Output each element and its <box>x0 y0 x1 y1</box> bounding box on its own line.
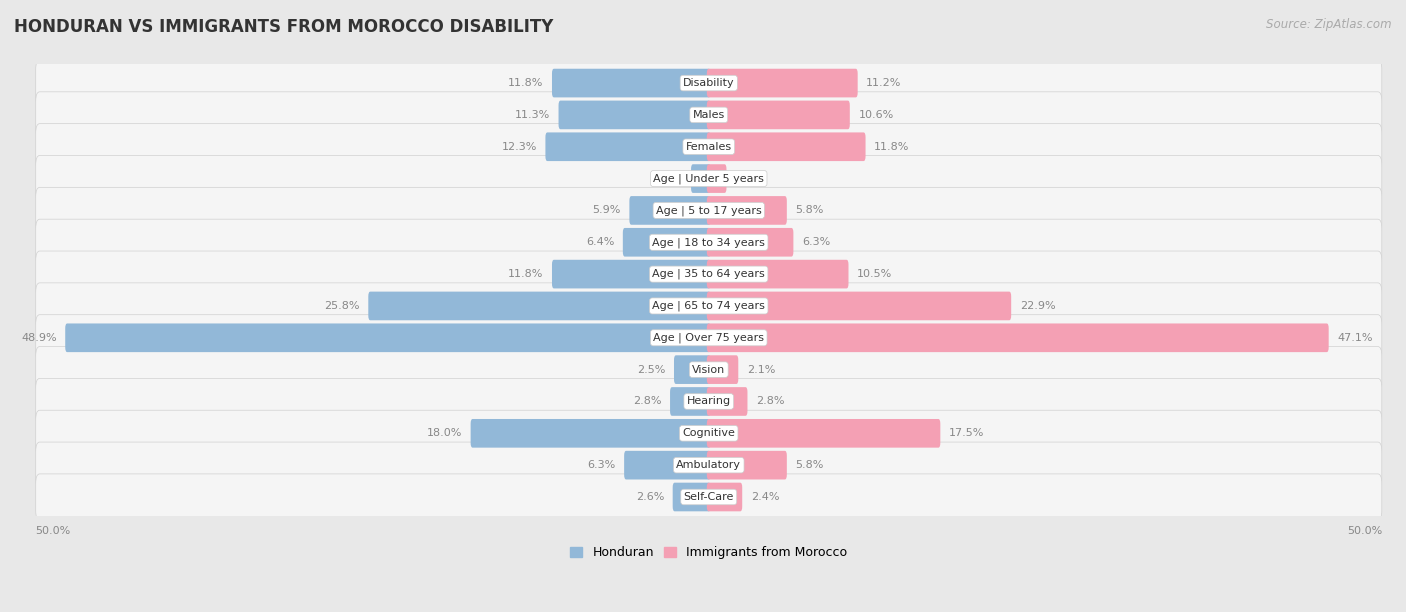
Text: 10.5%: 10.5% <box>858 269 893 279</box>
Text: Age | 35 to 64 years: Age | 35 to 64 years <box>652 269 765 279</box>
FancyBboxPatch shape <box>707 451 787 479</box>
FancyBboxPatch shape <box>553 69 710 97</box>
Text: 48.9%: 48.9% <box>21 333 56 343</box>
Text: 5.9%: 5.9% <box>592 206 621 215</box>
Text: 5.8%: 5.8% <box>796 460 824 470</box>
FancyBboxPatch shape <box>707 292 1011 320</box>
Text: Age | Under 5 years: Age | Under 5 years <box>654 173 765 184</box>
Text: Source: ZipAtlas.com: Source: ZipAtlas.com <box>1267 18 1392 31</box>
FancyBboxPatch shape <box>558 100 710 129</box>
FancyBboxPatch shape <box>35 315 1382 361</box>
FancyBboxPatch shape <box>35 124 1382 170</box>
Text: 11.8%: 11.8% <box>508 269 544 279</box>
FancyBboxPatch shape <box>707 324 1329 352</box>
FancyBboxPatch shape <box>692 164 710 193</box>
Text: Vision: Vision <box>692 365 725 375</box>
FancyBboxPatch shape <box>707 100 849 129</box>
Text: 2.8%: 2.8% <box>633 397 662 406</box>
FancyBboxPatch shape <box>672 483 710 511</box>
FancyBboxPatch shape <box>35 187 1382 234</box>
FancyBboxPatch shape <box>707 387 748 416</box>
Text: 2.8%: 2.8% <box>756 397 785 406</box>
Text: 11.3%: 11.3% <box>515 110 550 120</box>
FancyBboxPatch shape <box>671 387 710 416</box>
FancyBboxPatch shape <box>35 442 1382 488</box>
FancyBboxPatch shape <box>673 356 710 384</box>
Text: Age | 65 to 74 years: Age | 65 to 74 years <box>652 300 765 311</box>
FancyBboxPatch shape <box>35 60 1382 106</box>
FancyBboxPatch shape <box>35 346 1382 393</box>
Text: 11.8%: 11.8% <box>508 78 544 88</box>
FancyBboxPatch shape <box>707 164 727 193</box>
Text: 2.4%: 2.4% <box>751 492 779 502</box>
FancyBboxPatch shape <box>35 474 1382 520</box>
Text: HONDURAN VS IMMIGRANTS FROM MOROCCO DISABILITY: HONDURAN VS IMMIGRANTS FROM MOROCCO DISA… <box>14 18 554 36</box>
Text: 12.3%: 12.3% <box>502 142 537 152</box>
FancyBboxPatch shape <box>707 356 738 384</box>
Text: 6.3%: 6.3% <box>588 460 616 470</box>
FancyBboxPatch shape <box>707 196 787 225</box>
FancyBboxPatch shape <box>35 251 1382 297</box>
Text: 6.4%: 6.4% <box>586 237 614 247</box>
FancyBboxPatch shape <box>471 419 710 447</box>
FancyBboxPatch shape <box>623 228 710 256</box>
Text: Females: Females <box>686 142 733 152</box>
FancyBboxPatch shape <box>35 410 1382 457</box>
Text: 1.2%: 1.2% <box>654 174 682 184</box>
FancyBboxPatch shape <box>65 324 710 352</box>
Text: 22.9%: 22.9% <box>1019 301 1056 311</box>
FancyBboxPatch shape <box>707 419 941 447</box>
Text: 5.8%: 5.8% <box>796 206 824 215</box>
FancyBboxPatch shape <box>707 132 866 161</box>
FancyBboxPatch shape <box>624 451 710 479</box>
FancyBboxPatch shape <box>707 69 858 97</box>
FancyBboxPatch shape <box>35 92 1382 138</box>
FancyBboxPatch shape <box>630 196 710 225</box>
Text: Cognitive: Cognitive <box>682 428 735 438</box>
Text: Ambulatory: Ambulatory <box>676 460 741 470</box>
FancyBboxPatch shape <box>707 259 848 288</box>
Text: Age | 5 to 17 years: Age | 5 to 17 years <box>655 205 762 215</box>
Legend: Honduran, Immigrants from Morocco: Honduran, Immigrants from Morocco <box>565 541 852 564</box>
FancyBboxPatch shape <box>35 219 1382 266</box>
FancyBboxPatch shape <box>553 259 710 288</box>
FancyBboxPatch shape <box>546 132 710 161</box>
Text: 2.1%: 2.1% <box>747 365 775 375</box>
FancyBboxPatch shape <box>368 292 710 320</box>
Text: Disability: Disability <box>683 78 734 88</box>
Text: 18.0%: 18.0% <box>427 428 463 438</box>
Text: 47.1%: 47.1% <box>1337 333 1372 343</box>
Text: 11.8%: 11.8% <box>875 142 910 152</box>
Text: 2.5%: 2.5% <box>637 365 665 375</box>
FancyBboxPatch shape <box>707 483 742 511</box>
Text: 1.2%: 1.2% <box>735 174 763 184</box>
FancyBboxPatch shape <box>35 155 1382 202</box>
Text: Hearing: Hearing <box>686 397 731 406</box>
FancyBboxPatch shape <box>35 283 1382 329</box>
Text: Self-Care: Self-Care <box>683 492 734 502</box>
Text: Age | Over 75 years: Age | Over 75 years <box>654 332 765 343</box>
FancyBboxPatch shape <box>35 378 1382 425</box>
Text: 6.3%: 6.3% <box>801 237 830 247</box>
Text: 17.5%: 17.5% <box>949 428 984 438</box>
Text: 10.6%: 10.6% <box>858 110 894 120</box>
FancyBboxPatch shape <box>707 228 793 256</box>
Text: Males: Males <box>693 110 725 120</box>
Text: 25.8%: 25.8% <box>325 301 360 311</box>
Text: 2.6%: 2.6% <box>636 492 664 502</box>
Text: Age | 18 to 34 years: Age | 18 to 34 years <box>652 237 765 247</box>
Text: 11.2%: 11.2% <box>866 78 901 88</box>
